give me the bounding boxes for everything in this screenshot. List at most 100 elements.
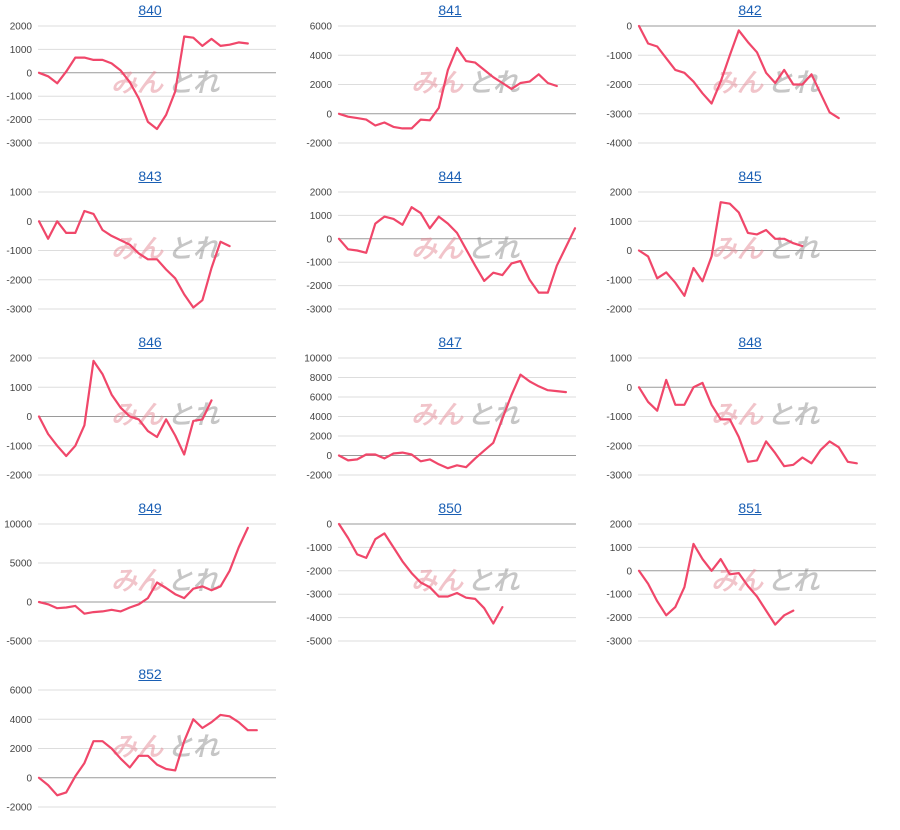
- series-line: [37, 713, 258, 797]
- chart-title-link[interactable]: 851: [738, 500, 762, 516]
- y-tick-label: 4000: [310, 412, 333, 423]
- series-line: [37, 35, 249, 131]
- chart-title: 850: [300, 500, 600, 516]
- chart-plot: 1000 0 -1000 -2000 -3000 みん とれ: [6, 188, 276, 316]
- chart-plot: 1000 0 -1000 -2000 -3000 みん とれ: [606, 354, 876, 482]
- y-tick-label: 2000: [10, 22, 33, 33]
- y-tick-label: 4000: [10, 715, 33, 726]
- series-line: [637, 378, 858, 468]
- watermark-right-text: とれ: [167, 400, 220, 430]
- y-tick-label: -4000: [306, 613, 332, 624]
- chart-841: 841 6000 4000 2000 0 -2000 みん とれ: [300, 0, 600, 166]
- chart-plot: 6000 4000 2000 0 -2000 みん とれ: [6, 686, 276, 814]
- chart-852: 852 6000 4000 2000 0 -2000 みん とれ: [0, 664, 300, 830]
- y-tick-label: -2000: [306, 139, 332, 150]
- chart-848: 848 1000 0 -1000 -2000 -3000 みん とれ: [600, 332, 900, 498]
- watermark-right-text: とれ: [467, 566, 520, 596]
- y-tick-label: 2000: [610, 188, 633, 199]
- y-tick-label: -5000: [306, 637, 332, 648]
- chart-plot: 2000 1000 0 -1000 -2000 -3000 みん とれ: [306, 188, 577, 316]
- watermark-left-text: みん: [711, 566, 764, 596]
- chart-plot: 6000 4000 2000 0 -2000 みん とれ: [306, 22, 576, 150]
- chart-plot: 2000 1000 0 -1000 -2000 -3000 みん とれ: [606, 520, 876, 648]
- y-tick-label: 1000: [10, 383, 33, 394]
- chart-title-link[interactable]: 841: [438, 2, 462, 18]
- chart-title-link[interactable]: 842: [738, 2, 762, 18]
- chart-title-link[interactable]: 844: [438, 168, 462, 184]
- watermark-logo: みん とれ: [111, 732, 220, 762]
- watermark-right-text: とれ: [767, 566, 820, 596]
- y-tick-label: 2000: [310, 432, 333, 443]
- watermark-right-text: とれ: [467, 400, 520, 430]
- y-tick-label: -1000: [306, 543, 332, 554]
- chart-title: 845: [600, 168, 900, 184]
- y-tick-label: 10000: [304, 354, 332, 365]
- chart-title: 847: [300, 334, 600, 350]
- watermark-left-text: みん: [711, 234, 764, 264]
- chart-title-link[interactable]: 845: [738, 168, 762, 184]
- y-tick-label: -1000: [6, 246, 32, 257]
- y-tick-label: 2000: [10, 354, 33, 365]
- y-tick-label: 0: [26, 217, 32, 228]
- watermark-logo: みん とれ: [111, 234, 220, 264]
- watermark-logo: みん とれ: [411, 400, 520, 430]
- series-line: [37, 526, 249, 615]
- y-tick-label: -2000: [306, 471, 332, 482]
- chart-title-link[interactable]: 849: [138, 500, 162, 516]
- watermark-left-text: みん: [411, 68, 464, 98]
- chart-title: 849: [0, 500, 300, 516]
- y-tick-label: 2000: [610, 520, 633, 531]
- y-tick-label: -2000: [606, 441, 632, 452]
- chart-844: 844 2000 1000 0 -1000 -2000 -3000 みん とれ: [300, 166, 600, 332]
- y-tick-label: -3000: [606, 109, 632, 120]
- y-tick-label: 1000: [10, 188, 33, 199]
- watermark-left-text: みん: [411, 400, 464, 430]
- y-tick-label: 2000: [10, 744, 33, 755]
- y-tick-label: 6000: [310, 22, 333, 33]
- y-tick-label: -1000: [606, 412, 632, 423]
- y-tick-label: 0: [326, 520, 332, 531]
- y-tick-label: 0: [326, 109, 332, 120]
- watermark-left-text: みん: [711, 68, 764, 98]
- chart-title: 841: [300, 2, 600, 18]
- chart-title-link[interactable]: 846: [138, 334, 162, 350]
- chart-plot: 2000 1000 0 -1000 -2000 -3000 みん とれ: [6, 22, 276, 150]
- y-tick-label: 1000: [610, 543, 633, 554]
- chart-title-link[interactable]: 840: [138, 2, 162, 18]
- chart-845: 845 2000 1000 0 -1000 -2000 みん とれ: [600, 166, 900, 332]
- chart-plot: 10000 5000 0 -5000 みん とれ: [4, 520, 276, 648]
- chart-title-link[interactable]: 850: [438, 500, 462, 516]
- chart-title-link[interactable]: 847: [438, 334, 462, 350]
- y-tick-label: -3000: [306, 590, 332, 601]
- chart-title: 852: [0, 666, 300, 682]
- y-tick-label: 6000: [310, 393, 333, 404]
- chart-title: 851: [600, 500, 900, 516]
- y-tick-label: 0: [26, 598, 32, 609]
- series-line: [337, 46, 558, 130]
- y-tick-label: 0: [626, 566, 632, 577]
- chart-847: 847 10000 8000 6000 4000 2000 0 -2000 みん とれ: [300, 332, 600, 498]
- chart-title-link[interactable]: 848: [738, 334, 762, 350]
- watermark-right-text: とれ: [167, 732, 220, 762]
- y-tick-label: 0: [626, 383, 632, 394]
- chart-title-link[interactable]: 843: [138, 168, 162, 184]
- watermark-left-text: みん: [111, 566, 164, 596]
- series-line: [37, 209, 231, 309]
- y-tick-label: 0: [626, 22, 632, 33]
- y-tick-label: 2000: [310, 188, 333, 199]
- y-tick-label: 8000: [310, 373, 333, 384]
- y-tick-label: -3000: [606, 471, 632, 482]
- chart-title-link[interactable]: 852: [138, 666, 162, 682]
- watermark-logo: みん とれ: [111, 400, 220, 430]
- watermark-logo: みん とれ: [111, 68, 220, 98]
- series-line: [637, 201, 804, 297]
- chart-plot: 0 -1000 -2000 -3000 -4000 -5000 みん とれ: [306, 520, 576, 648]
- chart-plot: 2000 1000 0 -1000 -2000 みん とれ: [606, 188, 876, 316]
- y-tick-label: -2000: [6, 275, 32, 286]
- y-tick-label: 1000: [610, 354, 633, 365]
- y-tick-label: -2000: [606, 613, 632, 624]
- series-line: [637, 24, 840, 120]
- watermark-right-text: とれ: [767, 400, 820, 430]
- y-tick-label: 6000: [10, 686, 33, 697]
